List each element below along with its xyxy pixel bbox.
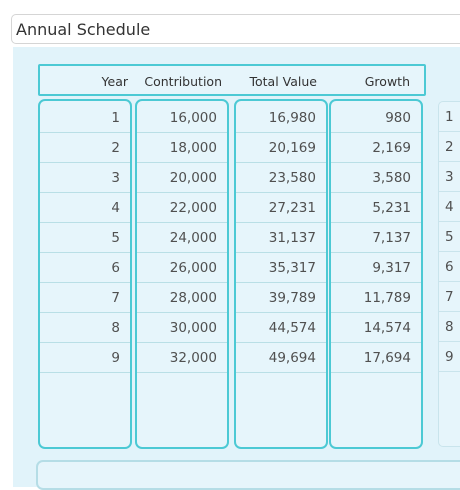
- cell-value: 3,580: [372, 170, 411, 186]
- cell-value: 24,000: [169, 230, 217, 246]
- peek-year-cell: 2: [439, 132, 460, 162]
- cell-value: 22,000: [169, 200, 217, 216]
- cell-value: 16,000: [169, 110, 217, 126]
- table-cell: 14,574: [331, 313, 421, 343]
- table-cell: 8: [40, 313, 130, 343]
- table-cell: 39,789: [236, 283, 326, 313]
- column-header-year: Year: [101, 74, 128, 89]
- cell-value: 5: [111, 230, 120, 246]
- cell-value: 31,137: [268, 230, 316, 246]
- page-title: Annual Schedule: [16, 20, 151, 39]
- cell-value: 1: [111, 110, 120, 126]
- table-cell: 23,580: [236, 163, 326, 193]
- table-cell: 31,137: [236, 223, 326, 253]
- cell-value: 20,000: [169, 170, 217, 186]
- table-cell: 27,231: [236, 193, 326, 223]
- cell-value: 35,317: [268, 260, 316, 276]
- table-cell: 24,000: [137, 223, 227, 253]
- cell-value: 18,000: [169, 140, 217, 156]
- table-cell: 22,000: [137, 193, 227, 223]
- contribution-column: 16,000 18,000 20,000 22,000 24,000 26,000 28,0…: [135, 99, 229, 449]
- year-column: 1 2 3 4 5 6 7 8 9: [38, 99, 132, 449]
- schedule-title-bar: Annual Schedule: [11, 14, 460, 44]
- column-header-total-value: Total Value: [249, 74, 318, 89]
- table-cell: 18,000: [137, 133, 227, 163]
- peek-year-cell: 8: [439, 312, 460, 342]
- cell-value: 8: [111, 320, 120, 336]
- cell-value: 14,574: [363, 320, 411, 336]
- table-cell: 26,000: [137, 253, 227, 283]
- table-cell: 9,317: [331, 253, 421, 283]
- cell-value: 7: [111, 290, 120, 306]
- cell-value: 11,789: [363, 290, 411, 306]
- table-cell: 44,574: [236, 313, 326, 343]
- table-cell: 16,980: [236, 103, 326, 133]
- cell-value: 30,000: [169, 320, 217, 336]
- table-cell: 16,000: [137, 103, 227, 133]
- cell-value: 20,169: [268, 140, 316, 156]
- column-header-growth: Growth: [364, 74, 410, 89]
- cell-value: 32,000: [169, 350, 217, 366]
- table-cell: 9: [40, 343, 130, 373]
- cell-value: 49,694: [268, 350, 316, 366]
- cell-value: 2: [111, 140, 120, 156]
- table-cell: 1: [40, 103, 130, 133]
- table-cell: 32,000: [137, 343, 227, 373]
- table-cell: 28,000: [137, 283, 227, 313]
- table-cell: 2,169: [331, 133, 421, 163]
- cell-value: 28,000: [169, 290, 217, 306]
- peek-year-cell: 5: [439, 222, 460, 252]
- cell-value: 7,137: [372, 230, 411, 246]
- table-cell: 17,694: [331, 343, 421, 373]
- peek-year-cell: 9: [439, 342, 460, 372]
- total-value-column: 16,980 20,169 23,580 27,231 31,137 35,317 39,7…: [234, 99, 328, 449]
- table-cell: 30,000: [137, 313, 227, 343]
- peek-year-cell: 6: [439, 252, 460, 282]
- peek-year-cell: 3: [439, 162, 460, 192]
- cell-value: 17,694: [363, 350, 411, 366]
- cell-value: 44,574: [268, 320, 316, 336]
- table-header: Year Contribution Total Value Growth: [38, 64, 426, 96]
- peek-year-cell: 1: [439, 102, 460, 132]
- table-cell: 7,137: [331, 223, 421, 253]
- table-cell: 6: [40, 253, 130, 283]
- cell-value: 23,580: [268, 170, 316, 186]
- bottom-panel: [36, 460, 460, 490]
- cell-value: 5,231: [372, 200, 411, 216]
- table-cell: 980: [331, 103, 421, 133]
- peek-year-cell: 7: [439, 282, 460, 312]
- table-cell: 49,694: [236, 343, 326, 373]
- cell-value: 9: [111, 350, 120, 366]
- table-cell: 20,000: [137, 163, 227, 193]
- column-header-contribution: Contribution: [144, 74, 222, 89]
- table-cell: 3: [40, 163, 130, 193]
- table-cell: 5,231: [331, 193, 421, 223]
- table-cell: 4: [40, 193, 130, 223]
- cell-value: 6: [111, 260, 120, 276]
- cell-value: 16,980: [268, 110, 316, 126]
- cell-value: 27,231: [268, 200, 316, 216]
- cell-value: 9,317: [372, 260, 411, 276]
- peek-year-cell: 4: [439, 192, 460, 222]
- table-cell: 5: [40, 223, 130, 253]
- cell-value: 4: [111, 200, 120, 216]
- table-cell: 7: [40, 283, 130, 313]
- cell-value: 2,169: [372, 140, 411, 156]
- cell-value: 980: [385, 110, 411, 126]
- table-cell: 35,317: [236, 253, 326, 283]
- cell-value: 26,000: [169, 260, 217, 276]
- table-cell: 2: [40, 133, 130, 163]
- table-cell: 20,169: [236, 133, 326, 163]
- table-cell: 3,580: [331, 163, 421, 193]
- cell-value: 39,789: [268, 290, 316, 306]
- table-cell: 11,789: [331, 283, 421, 313]
- growth-column: 980 2,169 3,580 5,231 7,137 9,317 11,789 14,574…: [329, 99, 423, 449]
- cell-value: 3: [111, 170, 120, 186]
